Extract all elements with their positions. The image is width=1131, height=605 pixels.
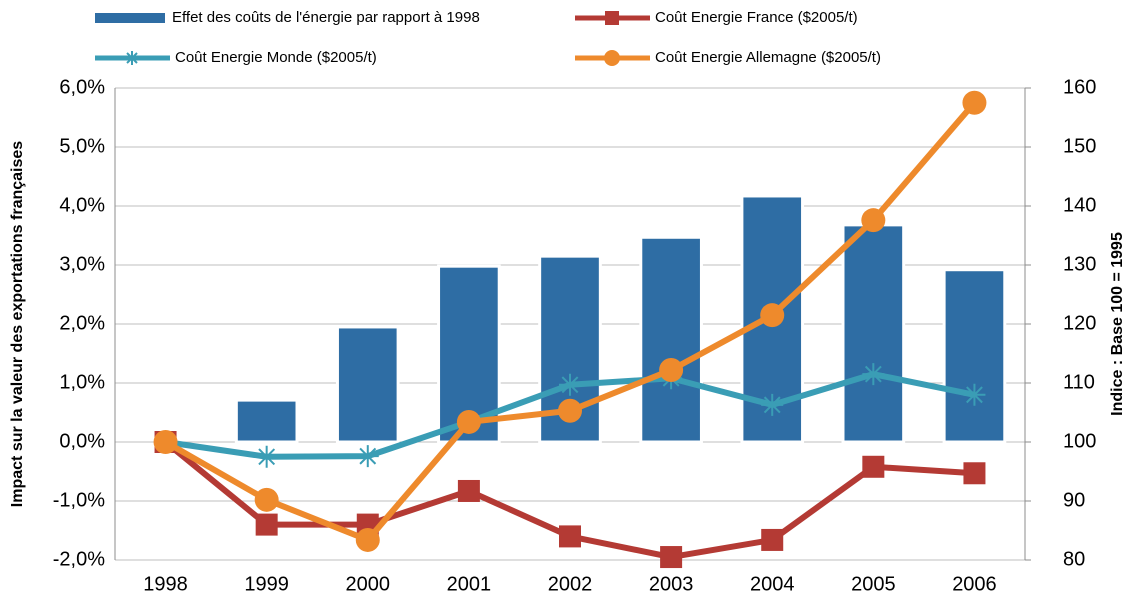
y2-tick-label: 140 — [1063, 194, 1096, 216]
y-axis-label: Impact sur la valeur des exportations fr… — [9, 141, 26, 507]
y-tick-label: 1,0% — [59, 371, 105, 393]
y2-tick-label: 90 — [1063, 489, 1085, 511]
legend-marker — [604, 50, 620, 66]
marker-star — [356, 445, 379, 468]
marker-star — [255, 445, 278, 468]
legend-label: Coût Energie Monde ($2005/t) — [175, 49, 377, 66]
y-tick-label: -2,0% — [53, 548, 105, 570]
marker-square — [660, 546, 683, 569]
x-tick-label: 2005 — [851, 573, 896, 595]
y-tick-label: 0,0% — [59, 430, 105, 452]
y2-tick-label: 80 — [1063, 548, 1085, 570]
x-tick-label: 2004 — [750, 573, 795, 595]
x-tick-label: 2001 — [447, 573, 492, 595]
marker-star — [963, 383, 986, 406]
marker-circle — [558, 398, 582, 423]
marker-circle — [254, 487, 279, 512]
legend-label: Coût Energie France ($2005/t) — [655, 9, 858, 26]
marker-circle — [962, 90, 987, 115]
y-tick-label: 5,0% — [59, 135, 105, 157]
marker-square — [862, 455, 885, 478]
y2-tick-label: 100 — [1063, 430, 1096, 452]
bar — [841, 223, 906, 444]
marker-square — [457, 479, 480, 502]
marker-square — [761, 528, 784, 551]
y2-tick-label: 110 — [1063, 371, 1095, 393]
marker-circle — [456, 409, 481, 434]
legend-label: Coût Energie Allemagne ($2005/t) — [655, 49, 881, 66]
marker-circle — [659, 358, 684, 383]
y-tick-label: 4,0% — [59, 194, 105, 216]
marker-circle — [355, 527, 380, 552]
x-tick-label: 1999 — [244, 573, 289, 595]
x-tick-label: 1998 — [143, 573, 188, 595]
marker-square — [559, 525, 581, 548]
y2-tick-label: 120 — [1063, 312, 1096, 334]
bar — [335, 325, 400, 444]
legend-label: Effet des coûts de l'énergie par rapport… — [172, 9, 480, 26]
bar — [639, 235, 703, 444]
marker-circle — [153, 430, 178, 454]
legend-swatch — [95, 13, 165, 23]
marker-star — [559, 373, 581, 396]
marker-square — [963, 462, 986, 485]
x-tick-label: 2006 — [952, 573, 997, 595]
y2-axis-label: Indice : Base 100 = 1995 — [1109, 232, 1126, 416]
y-tick-label: 3,0% — [59, 253, 105, 275]
marker-circle — [861, 208, 886, 233]
x-tick-label: 2000 — [346, 573, 391, 595]
x-tick-label: 2003 — [649, 573, 694, 595]
bar — [942, 268, 1007, 444]
y-tick-label: -1,0% — [53, 489, 105, 511]
marker-star — [761, 393, 784, 416]
legend-marker — [605, 11, 619, 25]
y2-tick-label: 130 — [1063, 253, 1096, 275]
y-tick-label: 6,0% — [59, 76, 105, 98]
marker-circle — [760, 303, 785, 328]
marker-square — [255, 513, 278, 536]
bar — [234, 398, 299, 444]
marker-star — [862, 363, 885, 386]
y2-tick-label: 160 — [1063, 76, 1096, 98]
x-tick-label: 2002 — [548, 573, 593, 595]
y-tick-label: 2,0% — [59, 312, 105, 334]
legend-marker — [125, 51, 139, 65]
y2-tick-label: 150 — [1063, 135, 1096, 157]
